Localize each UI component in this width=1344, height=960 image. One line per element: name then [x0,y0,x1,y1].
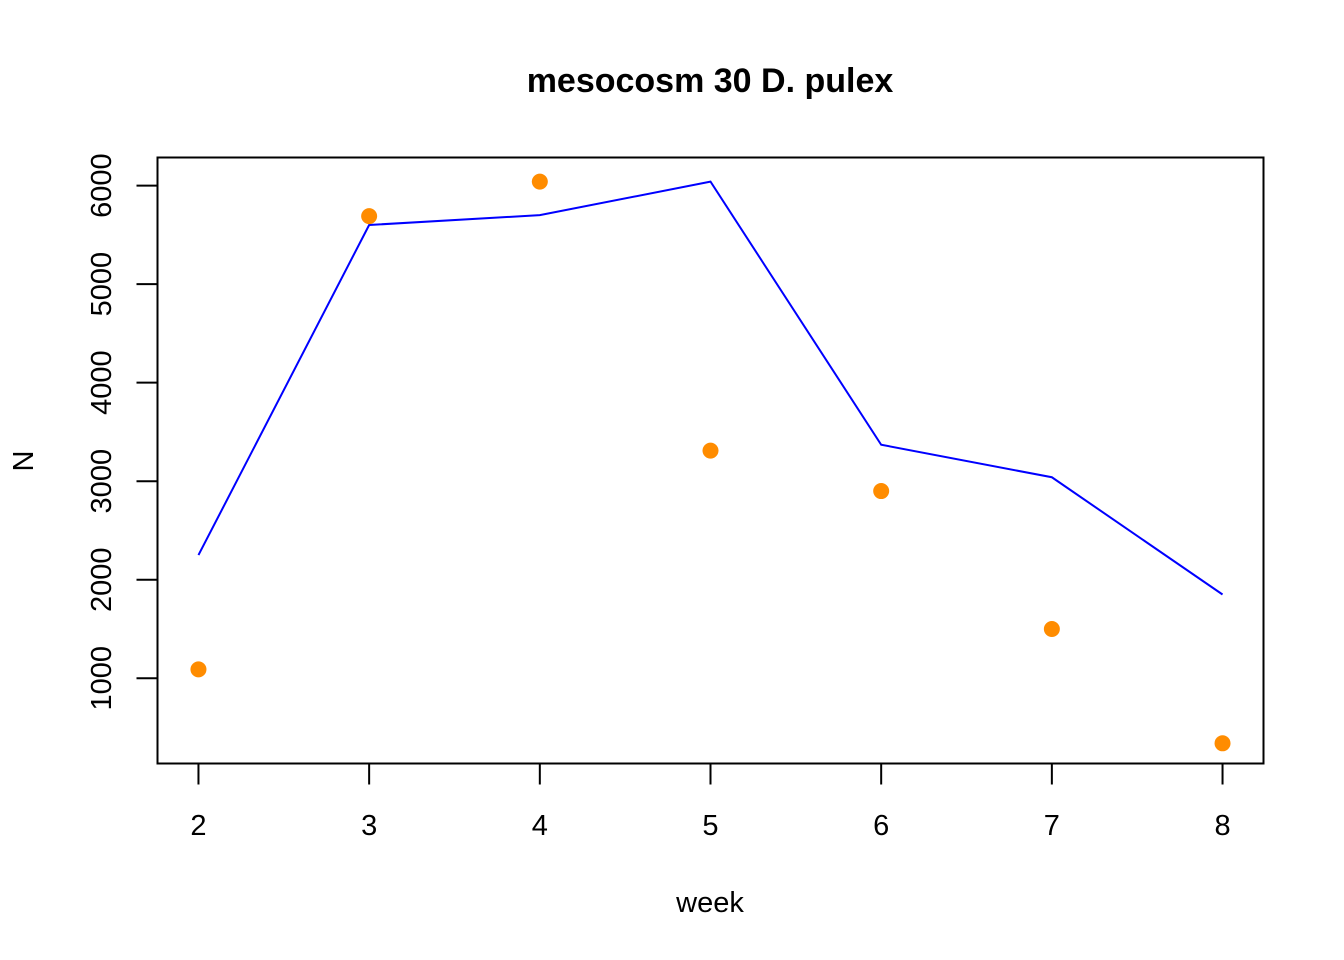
x-tick-label: 2 [190,810,206,842]
series-layer [190,173,1231,752]
data-point [1043,620,1060,637]
y-tick-label: 4000 [86,350,118,415]
y-tick-label: 5000 [86,252,118,317]
x-tick-label: 5 [702,810,718,842]
y-axis-label: N [8,451,40,472]
plot-frame [156,156,1265,765]
y-tick-label: 2000 [86,547,118,612]
y-tick-label: 3000 [86,449,118,514]
x-tick-label: 6 [873,810,889,842]
chart-title: mesocosm 30 D. pulex [527,62,894,100]
data-point [702,442,719,459]
x-axis-label: week [675,887,744,919]
y-axis: 1000 2000 3000 4000 5000 6000 [86,153,159,711]
x-tick-label: 7 [1044,810,1060,842]
series-line [197,180,1224,596]
data-point [531,173,548,190]
y-tick-label: 1000 [86,646,118,711]
x-tick-label: 8 [1214,810,1230,842]
y-tick-label: 6000 [86,153,118,218]
data-point [873,483,890,500]
data-point [361,208,378,225]
x-tick-label: 3 [361,810,377,842]
x-tick-label: 4 [532,810,548,842]
data-point [190,661,207,678]
data-point [1214,735,1231,752]
x-axis: 2 3 4 5 6 7 8 [190,762,1231,842]
